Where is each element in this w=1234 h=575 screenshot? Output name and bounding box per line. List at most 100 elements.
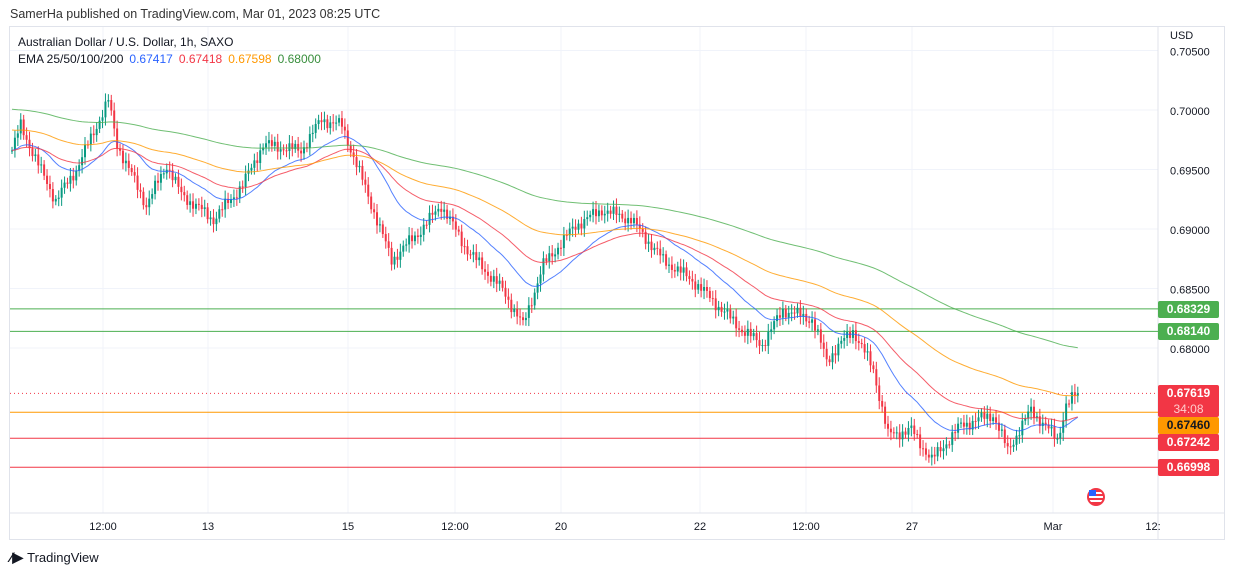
candle-body	[846, 332, 849, 339]
ema-25-value: 0.67417	[129, 52, 173, 66]
ema-25-line	[11, 135, 1079, 432]
candle-body	[764, 345, 767, 347]
ema-50-line	[11, 146, 1078, 422]
candle-body	[822, 342, 825, 349]
candle-body	[980, 412, 983, 418]
candle-body	[78, 165, 81, 171]
x-tick-label: 12:00	[441, 521, 469, 533]
candle-body	[387, 241, 390, 248]
candle-body	[381, 224, 384, 235]
candle-body	[320, 120, 323, 123]
candle-body	[954, 432, 957, 434]
candle-body	[904, 431, 907, 435]
candle-body	[501, 280, 504, 288]
candle-body	[939, 447, 942, 452]
candle-body	[919, 434, 922, 449]
candle-body	[539, 274, 542, 284]
chart-frame[interactable]	[9, 26, 1225, 540]
candle-body	[635, 217, 638, 225]
candle-body	[434, 211, 437, 215]
candle-body	[396, 256, 399, 260]
candle-body	[644, 231, 647, 244]
candle-body	[422, 224, 425, 235]
level-price-label: 0.67242	[1158, 434, 1219, 452]
candle-body	[285, 150, 288, 152]
candle-body	[670, 264, 673, 270]
x-tick-label: 12:00	[792, 521, 820, 533]
candle-body	[574, 226, 577, 230]
candle-body	[592, 209, 595, 215]
candle-body	[679, 266, 682, 273]
candle-body	[1050, 426, 1053, 429]
flag-icon[interactable]	[1087, 488, 1105, 506]
candle-body	[513, 309, 516, 313]
candle-body	[632, 217, 635, 224]
y-tick-label: 0.68000	[1170, 344, 1210, 356]
chart-legend: Australian Dollar / U.S. Dollar, 1h, SAX…	[18, 34, 327, 68]
candle-body	[743, 332, 746, 336]
candle-body	[241, 186, 244, 188]
candle-body	[227, 198, 230, 204]
candle-body	[758, 340, 761, 346]
candle-body	[460, 231, 463, 247]
candle-body	[755, 333, 758, 341]
candle-body	[425, 224, 428, 226]
candle-body	[133, 172, 136, 176]
candle-body	[843, 338, 846, 341]
candle-body	[89, 133, 92, 145]
candle-body	[22, 119, 25, 136]
candle-body	[154, 180, 157, 195]
candle-body	[875, 369, 878, 386]
y-tick-label: 0.70500	[1170, 47, 1210, 59]
candle-body	[580, 223, 583, 229]
candle-body	[796, 307, 799, 314]
candle-body	[589, 214, 592, 218]
candle-body	[863, 344, 866, 353]
candle-body	[752, 333, 755, 337]
candle-body	[323, 119, 326, 123]
candle-body	[224, 198, 227, 210]
candle-body	[962, 422, 965, 427]
candle-body	[995, 417, 998, 423]
candle-body	[92, 133, 95, 136]
candle-body	[524, 317, 527, 321]
candle-body	[682, 267, 685, 273]
x-tick-label: Mar	[1044, 521, 1063, 533]
currency-label: USD	[1170, 30, 1194, 42]
candle-body	[250, 167, 253, 171]
symbol-title: Australian Dollar / U.S. Dollar, 1h, SAX…	[18, 35, 234, 49]
candle-body	[358, 165, 361, 168]
candle-body	[697, 284, 700, 290]
candle-body	[811, 319, 814, 323]
candle-body	[43, 164, 46, 176]
candle-body	[238, 186, 241, 198]
candle-body	[340, 118, 343, 127]
candle-body	[200, 204, 203, 210]
candle-body	[484, 269, 487, 272]
candle-body	[857, 341, 860, 343]
bar-countdown: 34:08	[1173, 402, 1204, 417]
candle-body	[478, 257, 481, 261]
candle-body	[805, 313, 808, 322]
tradingview-logo[interactable]: ⁄▶ TradingView	[10, 549, 99, 566]
candle-body	[221, 209, 224, 211]
candle-body	[621, 213, 624, 219]
candle-body	[840, 340, 843, 344]
candle-body	[819, 329, 822, 343]
candle-body	[466, 246, 469, 255]
last-price-value: 0.67619	[1166, 386, 1211, 401]
candle-body	[393, 256, 396, 265]
candle-body	[793, 312, 796, 314]
candle-body	[276, 141, 279, 152]
candle-body	[586, 217, 589, 220]
candle-body	[816, 329, 819, 331]
candle-body	[603, 213, 606, 216]
candle-body	[936, 447, 939, 457]
candle-body	[606, 210, 609, 214]
candle-body	[860, 342, 863, 345]
candle-body	[761, 345, 764, 347]
candle-body	[1065, 403, 1068, 421]
candle-body	[746, 328, 749, 336]
candle-body	[95, 128, 98, 136]
